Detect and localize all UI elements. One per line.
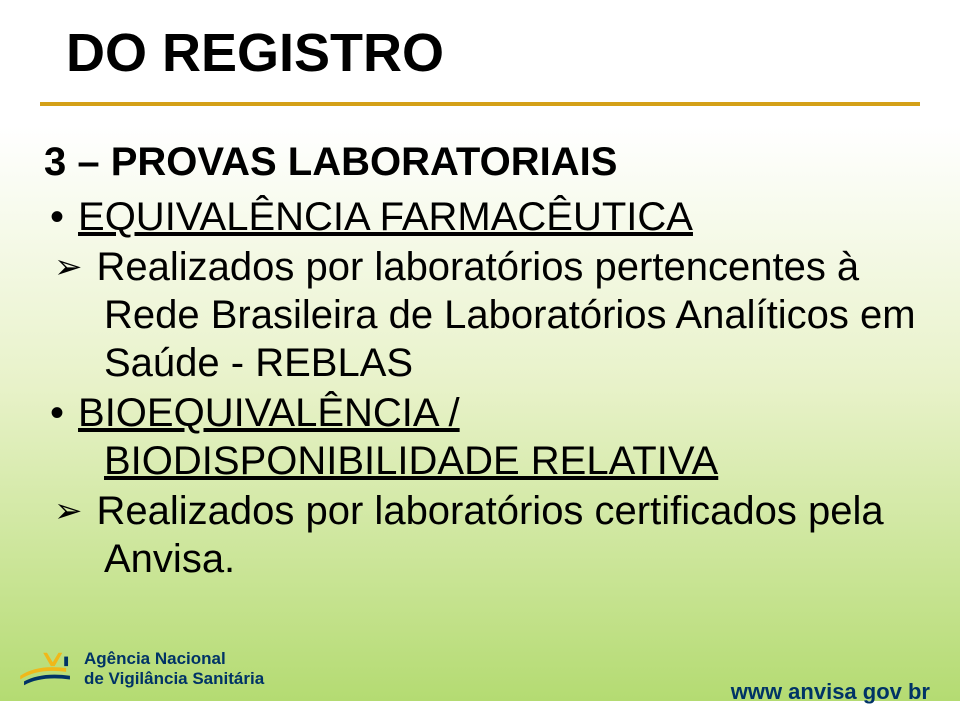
item1-desc-line1: Realizados por laboratórios pertencentes… bbox=[97, 243, 860, 291]
agency-line2: de Vigilância Sanitária bbox=[84, 669, 264, 689]
bullet-dot-icon: • bbox=[50, 389, 64, 437]
item1-desc-line3: Saúde - REBLAS bbox=[104, 339, 924, 387]
logo-wrap: Agência Nacional de Vigilância Sanitária bbox=[18, 647, 264, 691]
title-divider bbox=[40, 102, 920, 106]
anvisa-logo-icon bbox=[18, 647, 76, 691]
footer-url: www anvisa gov br bbox=[731, 679, 930, 705]
agency-line1: Agência Nacional bbox=[84, 649, 264, 669]
sub-item-1: ➢ Realizados por laboratórios pertencent… bbox=[44, 243, 924, 291]
bullet-dot-icon: • bbox=[50, 193, 64, 241]
item2-desc-line2: Anvisa. bbox=[104, 535, 924, 583]
slide: DO REGISTRO 3 – PROVAS LABORATORIAIS • E… bbox=[0, 0, 960, 701]
item2-line1: BIOEQUIVALÊNCIA / bbox=[78, 389, 460, 437]
item2-line2: BIODISPONIBILIDADE RELATIVA bbox=[104, 437, 924, 485]
section-heading: 3 – PROVAS LABORATORIAIS bbox=[44, 140, 924, 185]
footer: Agência Nacional de Vigilância Sanitária… bbox=[0, 637, 960, 701]
content-area: 3 – PROVAS LABORATORIAIS • EQUIVALÊNCIA … bbox=[44, 140, 924, 583]
bullet-item-2: • BIOEQUIVALÊNCIA / bbox=[44, 389, 924, 437]
bullet-item-1: • EQUIVALÊNCIA FARMACÊUTICA bbox=[44, 193, 924, 241]
item1-desc-line2: Rede Brasileira de Laboratórios Analític… bbox=[104, 291, 924, 339]
arrow-icon: ➢ bbox=[54, 487, 83, 535]
arrow-icon: ➢ bbox=[54, 243, 83, 291]
agency-name: Agência Nacional de Vigilância Sanitária bbox=[84, 649, 264, 689]
sub-item-2: ➢ Realizados por laboratórios certificad… bbox=[44, 487, 924, 535]
slide-title: DO REGISTRO bbox=[66, 22, 444, 84]
item1-label: EQUIVALÊNCIA FARMACÊUTICA bbox=[78, 193, 693, 241]
item2-desc-line1: Realizados por laboratórios certificados… bbox=[97, 487, 884, 535]
